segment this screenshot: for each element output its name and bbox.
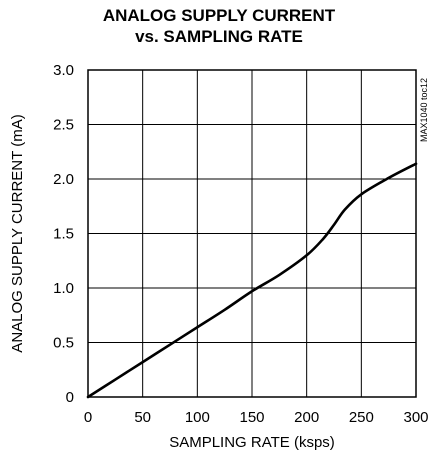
- x-tick-label: 100: [185, 409, 210, 426]
- series-line: [86, 162, 418, 399]
- x-tick-labels: 0 50 100 150 200 250 300: [84, 409, 429, 426]
- chart-title-line-2: vs. SAMPLING RATE: [135, 27, 303, 46]
- y-tick-label: 2.0: [53, 171, 74, 188]
- y-tick-label: 2.5: [53, 117, 74, 134]
- y-tick-label: 1.0: [53, 280, 74, 297]
- plot-frame: [87, 69, 417, 398]
- x-axis-label: SAMPLING RATE (ksps): [169, 434, 335, 451]
- x-tick-label: 50: [134, 409, 151, 426]
- y-tick-label: 3.0: [53, 62, 74, 79]
- y-tick-labels: 0 0.5 1.0 1.5 2.0 2.5 3.0: [53, 62, 74, 406]
- y-tick-label: 0.5: [53, 335, 74, 352]
- x-tick-label: 0: [84, 409, 92, 426]
- chart-title-line-1: ANALOG SUPPLY CURRENT: [102, 6, 336, 25]
- grid: [88, 70, 416, 397]
- y-axis-label: ANALOG SUPPLY CURRENT (mA): [9, 114, 26, 352]
- x-tick-label: 300: [403, 409, 428, 426]
- x-tick-label: 150: [239, 409, 264, 426]
- chart-annotation: MAX1040 toc12: [419, 78, 429, 142]
- x-tick-label: 250: [349, 409, 374, 426]
- y-tick-label: 1.5: [53, 226, 74, 243]
- y-tick-label: 0: [66, 389, 74, 406]
- x-tick-label: 200: [294, 409, 319, 426]
